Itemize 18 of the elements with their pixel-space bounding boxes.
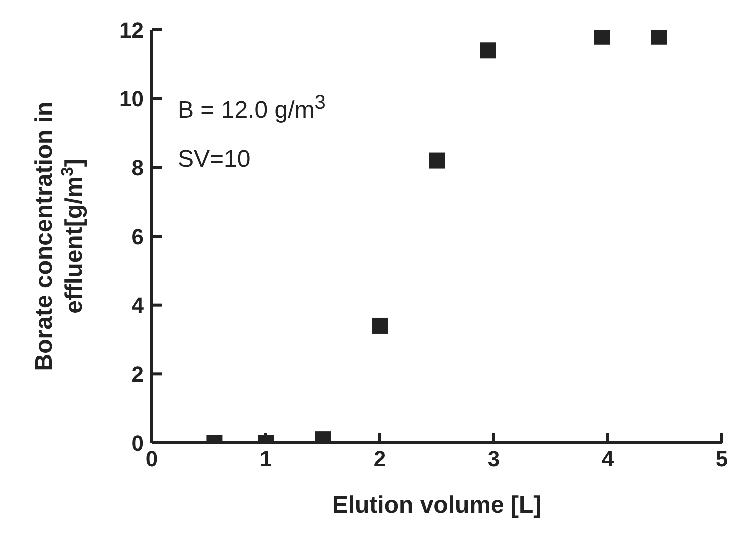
point [480,42,496,59]
point [594,30,610,45]
x-tick-label: 4 [602,446,615,472]
y-tick-label: 10 [120,86,144,112]
y-tick-label: 8 [132,155,144,180]
annotation: B = 12.0 g/m$^{3}$ [178,92,326,125]
x-tick-label: 1 [260,446,272,472]
y-tick-label: 2 [132,362,144,387]
point [429,152,445,169]
point [651,30,668,45]
y-tick-label: 0 [132,430,144,456]
x-tick-label: 2 [374,446,386,472]
annotation: SV=10 [178,146,251,174]
y-tick-label: 4 [132,293,145,318]
y-tick-label: 12 [120,18,144,43]
y-tick-label: 6 [132,224,144,250]
x-tick-label: 3 [488,446,500,472]
x-axis-title: Elution volume [L] [332,492,542,519]
